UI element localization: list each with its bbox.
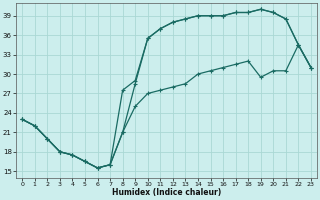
X-axis label: Humidex (Indice chaleur): Humidex (Indice chaleur)	[112, 188, 221, 197]
